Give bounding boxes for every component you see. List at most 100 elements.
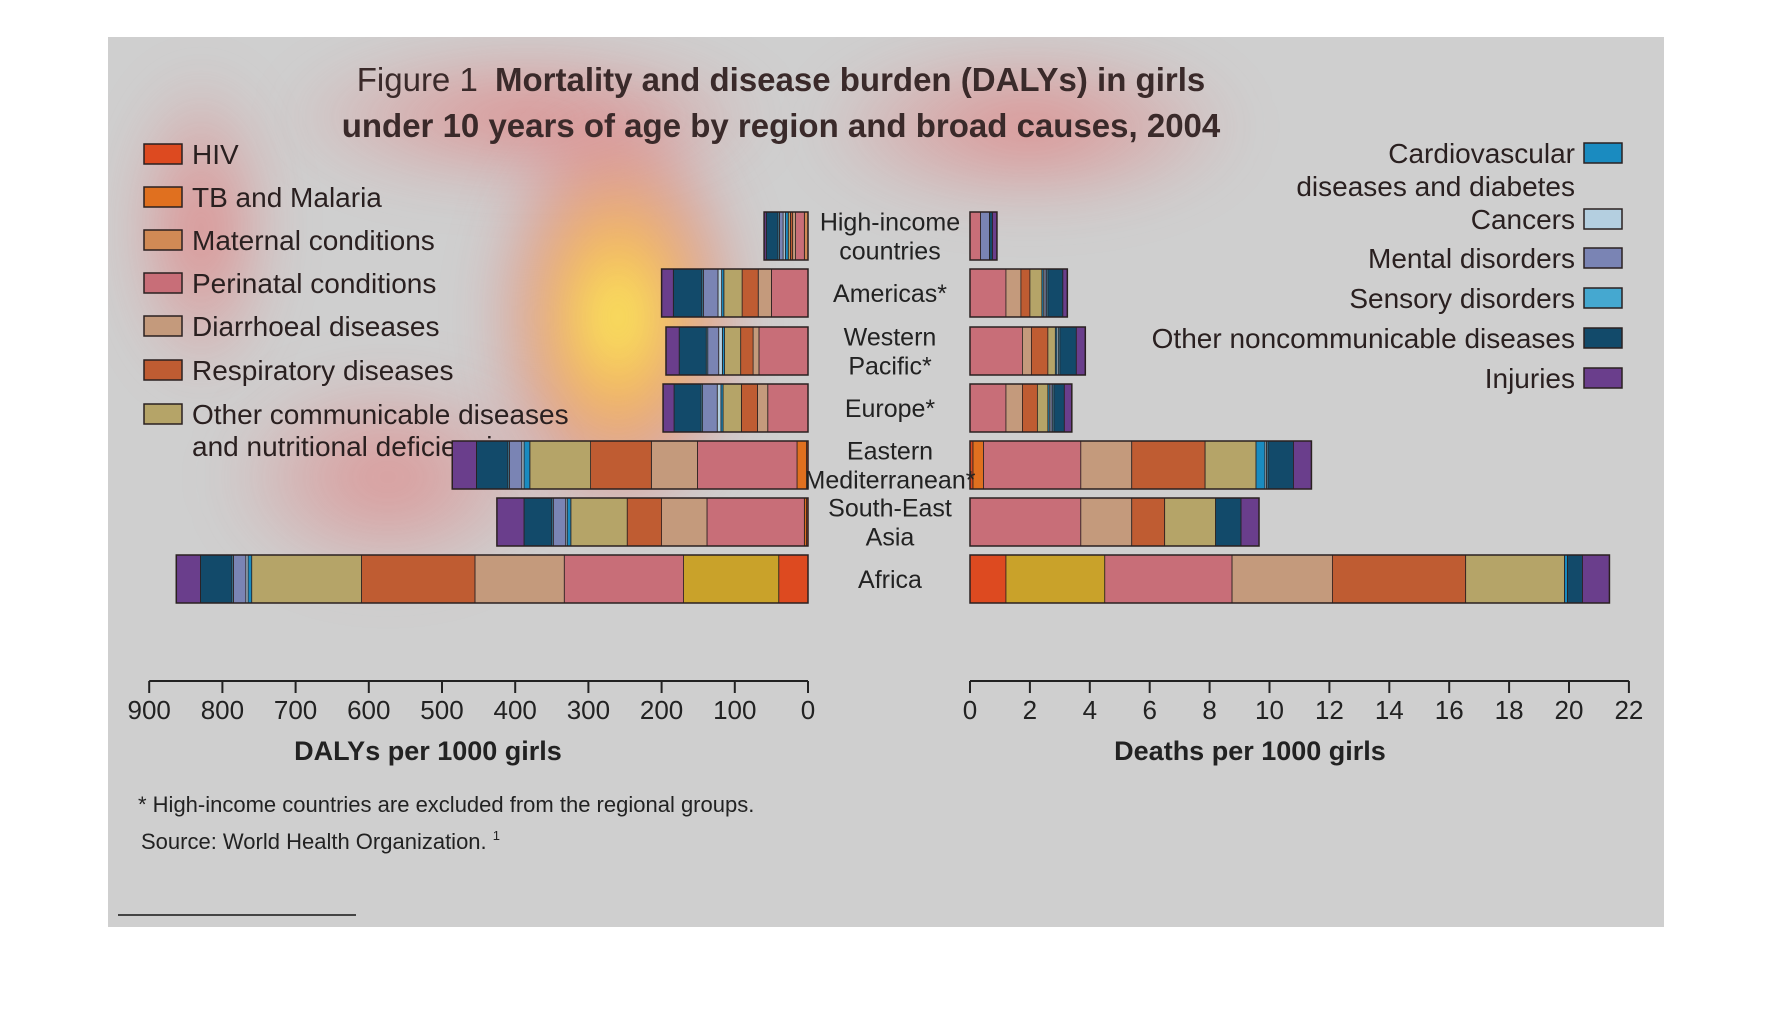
dalys-bar-americas-other-communicable-diseases-and-nutritional-deficiencies (723, 268, 743, 318)
deaths-bar-outline-high-income-countries (969, 211, 998, 261)
deaths-bar-south-east-asia-respiratory-diseases (1131, 497, 1166, 547)
legend-swatch-sensory (1583, 287, 1623, 309)
deaths-bar-americas-perinatal-conditions (969, 268, 1007, 318)
region-label-americas: Americas* (833, 280, 947, 308)
deaths-tick-label-4: 4 (1083, 695, 1097, 725)
dalys-bar-africa-injuries (175, 554, 201, 604)
dalys-bar-americas-perinatal-conditions (771, 268, 809, 318)
dalys-bar-western-pacific-diarrhoeal-diseases (752, 326, 760, 376)
region-label-africa: Africa (858, 566, 922, 594)
region-label-eastern-mediterranean: Eastern Mediterranean* (805, 438, 976, 495)
deaths-tick-label-18: 18 (1495, 695, 1524, 725)
dalys-bar-south-east-asia-diarrhoeal-diseases (661, 497, 708, 547)
dalys-bar-africa-diarrhoeal-diseases (474, 554, 565, 604)
dalys-bar-western-pacific-injuries (665, 326, 680, 376)
source-note: Source: World Health Organization. 1 (141, 828, 500, 854)
deaths-bar-eastern-mediterranean-other-noncommunicable-diseases (1267, 440, 1294, 490)
deaths-bar-africa-hiv (969, 554, 1007, 604)
deaths-bar-high-income-countries-mental-disorders (980, 211, 990, 261)
source-text: Source: World Health Organization. (141, 829, 487, 854)
dalys-bar-americas-injuries (661, 268, 674, 318)
deaths-bar-eastern-mediterranean-diarrhoeal-diseases (1080, 440, 1133, 490)
legend-swatch-injuries (1583, 367, 1623, 389)
deaths-bar-africa-respiratory-diseases (1331, 554, 1467, 604)
deaths-bar-outline-western-pacific (969, 326, 1087, 376)
dalys-bar-western-pacific-cancers (718, 326, 723, 376)
dalys-bar-europe-other-communicable-diseases-and-nutritional-deficiencies (722, 383, 742, 433)
deaths-bar-outline-americas (969, 268, 1069, 318)
deaths-bar-europe-perinatal-conditions (969, 383, 1007, 433)
deaths-tick-label-8: 8 (1202, 695, 1216, 725)
region-labels: High-income countries Americas* Western Paci… (805, 209, 976, 595)
dalys-bar-eastern-mediterranean-perinatal-conditions (697, 440, 798, 490)
deaths-tick-label-12: 12 (1315, 695, 1344, 725)
deaths-bar-south-east-asia-other-noncommunicable-diseases (1215, 497, 1242, 547)
region-label-high-income-countries: High-income countries (820, 209, 960, 266)
deaths-bar-europe-injuries (1063, 383, 1073, 433)
dalys-bar-eastern-mediterranean-respiratory-diseases (590, 440, 652, 490)
chart-svg: Figure 1 Mortality and disease burden (D… (128, 61, 1644, 854)
dalys-tick-label-700: 700 (274, 695, 317, 725)
dalys-bar-outline-americas (660, 268, 809, 318)
dalys-bar-africa-respiratory-diseases (361, 554, 476, 604)
deaths-bar-south-east-asia-perinatal-conditions (969, 497, 1082, 547)
dalys-bar-eastern-mediterranean-cardiovascular-diseases-and-diabetes (523, 440, 531, 490)
dalys-tick-label-500: 500 (420, 695, 463, 725)
legend-label-cardio: Cardiovascular diseases and diabetes (1296, 138, 1575, 202)
deaths-bar-high-income-countries-other-noncommunicable-diseases (989, 211, 993, 261)
region-label-western-pacific: Western Pacific* (844, 324, 937, 381)
dalys-bar-africa-tb-and-malaria (683, 554, 780, 604)
deaths-bar-western-pacific-injuries (1075, 326, 1086, 376)
dalys-bar-outline-western-pacific (665, 326, 809, 376)
dalys-bar-south-east-asia-injuries (496, 497, 525, 547)
dalys-bar-western-pacific-mental-disorders (707, 326, 720, 376)
dalys-tick-label-400: 400 (494, 695, 537, 725)
legend-swatch-other_ncd (1583, 327, 1623, 349)
dalys-bar-eastern-mediterranean-other-communicable-diseases-and-nutritional-deficiencies (529, 440, 591, 490)
title-prefix: Figure 1 (357, 61, 478, 98)
dalys-bar-americas-mental-disorders (702, 268, 719, 318)
legend-label-other_ncd: Other noncommunicable diseases (1152, 323, 1575, 354)
dalys-bar-south-east-asia-respiratory-diseases (626, 497, 662, 547)
deaths-bar-eastern-mediterranean-other-communicable-diseases-and-nutritional-deficiencies (1204, 440, 1257, 490)
dalys-bar-western-pacific-perinatal-conditions (758, 326, 809, 376)
legend-label-perinatal: Perinatal conditions (192, 268, 436, 299)
dalys-bar-americas-respiratory-diseases (741, 268, 759, 318)
chart-title: Figure 1 Mortality and disease burden (D… (342, 61, 1221, 144)
dalys-bar-africa-other-noncommunicable-diseases (200, 554, 233, 604)
dalys-bar-europe-cancers (716, 383, 722, 433)
region-label-south-east-asia: South-East Asia (828, 495, 952, 552)
title-line2: under 10 years of age by region and broa… (342, 107, 1221, 144)
footer-rule (118, 914, 356, 916)
legend-left: HIV TB and Malaria Maternal conditions Peri… (143, 139, 569, 462)
dalys-bar-europe-other-noncommunicable-diseases (673, 383, 702, 433)
dalys-axis: 900 800 700 600 500 400 300 200 100 0 (128, 680, 815, 725)
legend-swatch-other_comm (143, 403, 183, 425)
dalys-bar-outline-europe (662, 383, 809, 433)
legend-label-mental: Mental disorders (1368, 243, 1575, 274)
dalys-tick-label-0: 0 (801, 695, 815, 725)
dalys-bar-americas-other-noncommunicable-diseases (672, 268, 703, 318)
legend-swatch-maternal (143, 229, 183, 251)
dalys-tick-label-200: 200 (640, 695, 683, 725)
deaths-bar-western-pacific-perinatal-conditions (969, 326, 1023, 376)
dalys-bar-eastern-mediterranean-injuries (451, 440, 477, 490)
deaths-bar-eastern-mediterranean-injuries (1293, 440, 1312, 490)
deaths-tick-label-2: 2 (1023, 695, 1037, 725)
deaths-tick-label-14: 14 (1375, 695, 1404, 725)
dalys-bar-outline-high-income-countries (763, 211, 809, 261)
dalys-bar-south-east-asia-other-communicable-diseases-and-nutritional-deficiencies (570, 497, 628, 547)
dalys-bar-high-income-countries-cardiovascular-diseases-and-diabetes (784, 211, 789, 261)
deaths-bar-americas-other-noncommunicable-diseases (1047, 268, 1064, 318)
deaths-bar-africa-other-noncommunicable-diseases (1567, 554, 1583, 604)
dalys-bar-africa-other-communicable-diseases-and-nutritional-deficiencies (251, 554, 362, 604)
dalys-bar-south-east-asia-other-noncommunicable-diseases (523, 497, 553, 547)
deaths-tick-label-22: 22 (1614, 695, 1643, 725)
deaths-bar-south-east-asia-other-communicable-diseases-and-nutritional-deficiencies (1164, 497, 1216, 547)
legend-swatch-mental (1583, 247, 1623, 269)
legend-label-maternal: Maternal conditions (192, 225, 435, 256)
title-line1: Mortality and disease burden (DALYs) in … (495, 61, 1205, 98)
dalys-bar-europe-perinatal-conditions (767, 383, 809, 433)
deaths-tick-label-6: 6 (1142, 695, 1156, 725)
dalys-tick-label-900: 900 (128, 695, 171, 725)
